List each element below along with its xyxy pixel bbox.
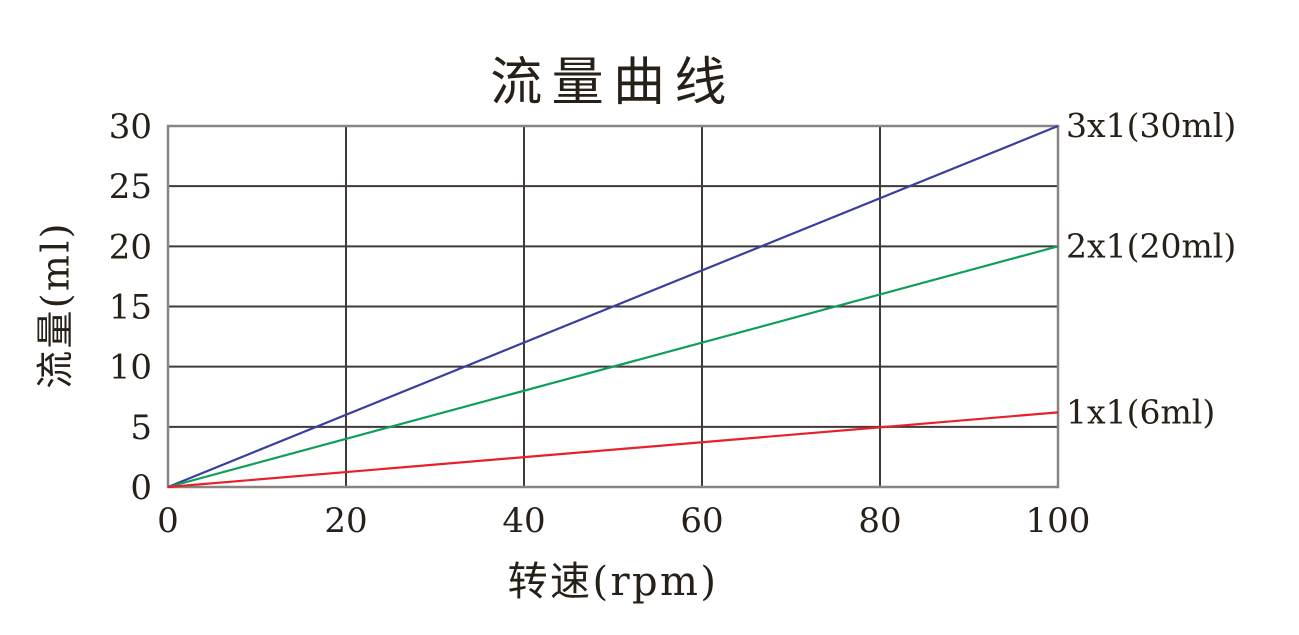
x-axis-title: 转速(rpm) (507, 559, 719, 605)
y-tick-label: 20 (109, 227, 152, 267)
y-tick-label: 25 (109, 167, 152, 207)
plot-frame (166, 124, 1060, 489)
y-tick-label: 10 (109, 348, 152, 388)
series-label-3x1(30ml): 3x1(30ml) (1066, 106, 1236, 145)
y-tick-label: 30 (109, 107, 152, 147)
series-line-3x1(30ml) (167, 124, 1059, 489)
series-label-1x1(6ml): 1x1(6ml) (1066, 392, 1215, 431)
y-axis-title: 流量(ml) (33, 221, 78, 389)
x-tick-label: 80 (858, 501, 901, 541)
x-tick-label: 60 (680, 501, 723, 541)
x-tick-label: 100 (1026, 501, 1091, 541)
y-tick-label: 0 (130, 468, 152, 508)
y-tick-label: 15 (109, 288, 152, 328)
series-line-1x1(6ml) (167, 411, 1059, 489)
x-tick-label: 40 (502, 501, 545, 541)
series-line-2x1(20ml) (167, 245, 1059, 489)
series-label-2x1(20ml): 2x1(20ml) (1066, 226, 1236, 265)
x-tick-label: 0 (157, 501, 179, 541)
x-tick-label: 20 (324, 501, 367, 541)
chart-title: 流量曲线 (490, 53, 736, 113)
y-tick-label: 5 (130, 408, 152, 448)
